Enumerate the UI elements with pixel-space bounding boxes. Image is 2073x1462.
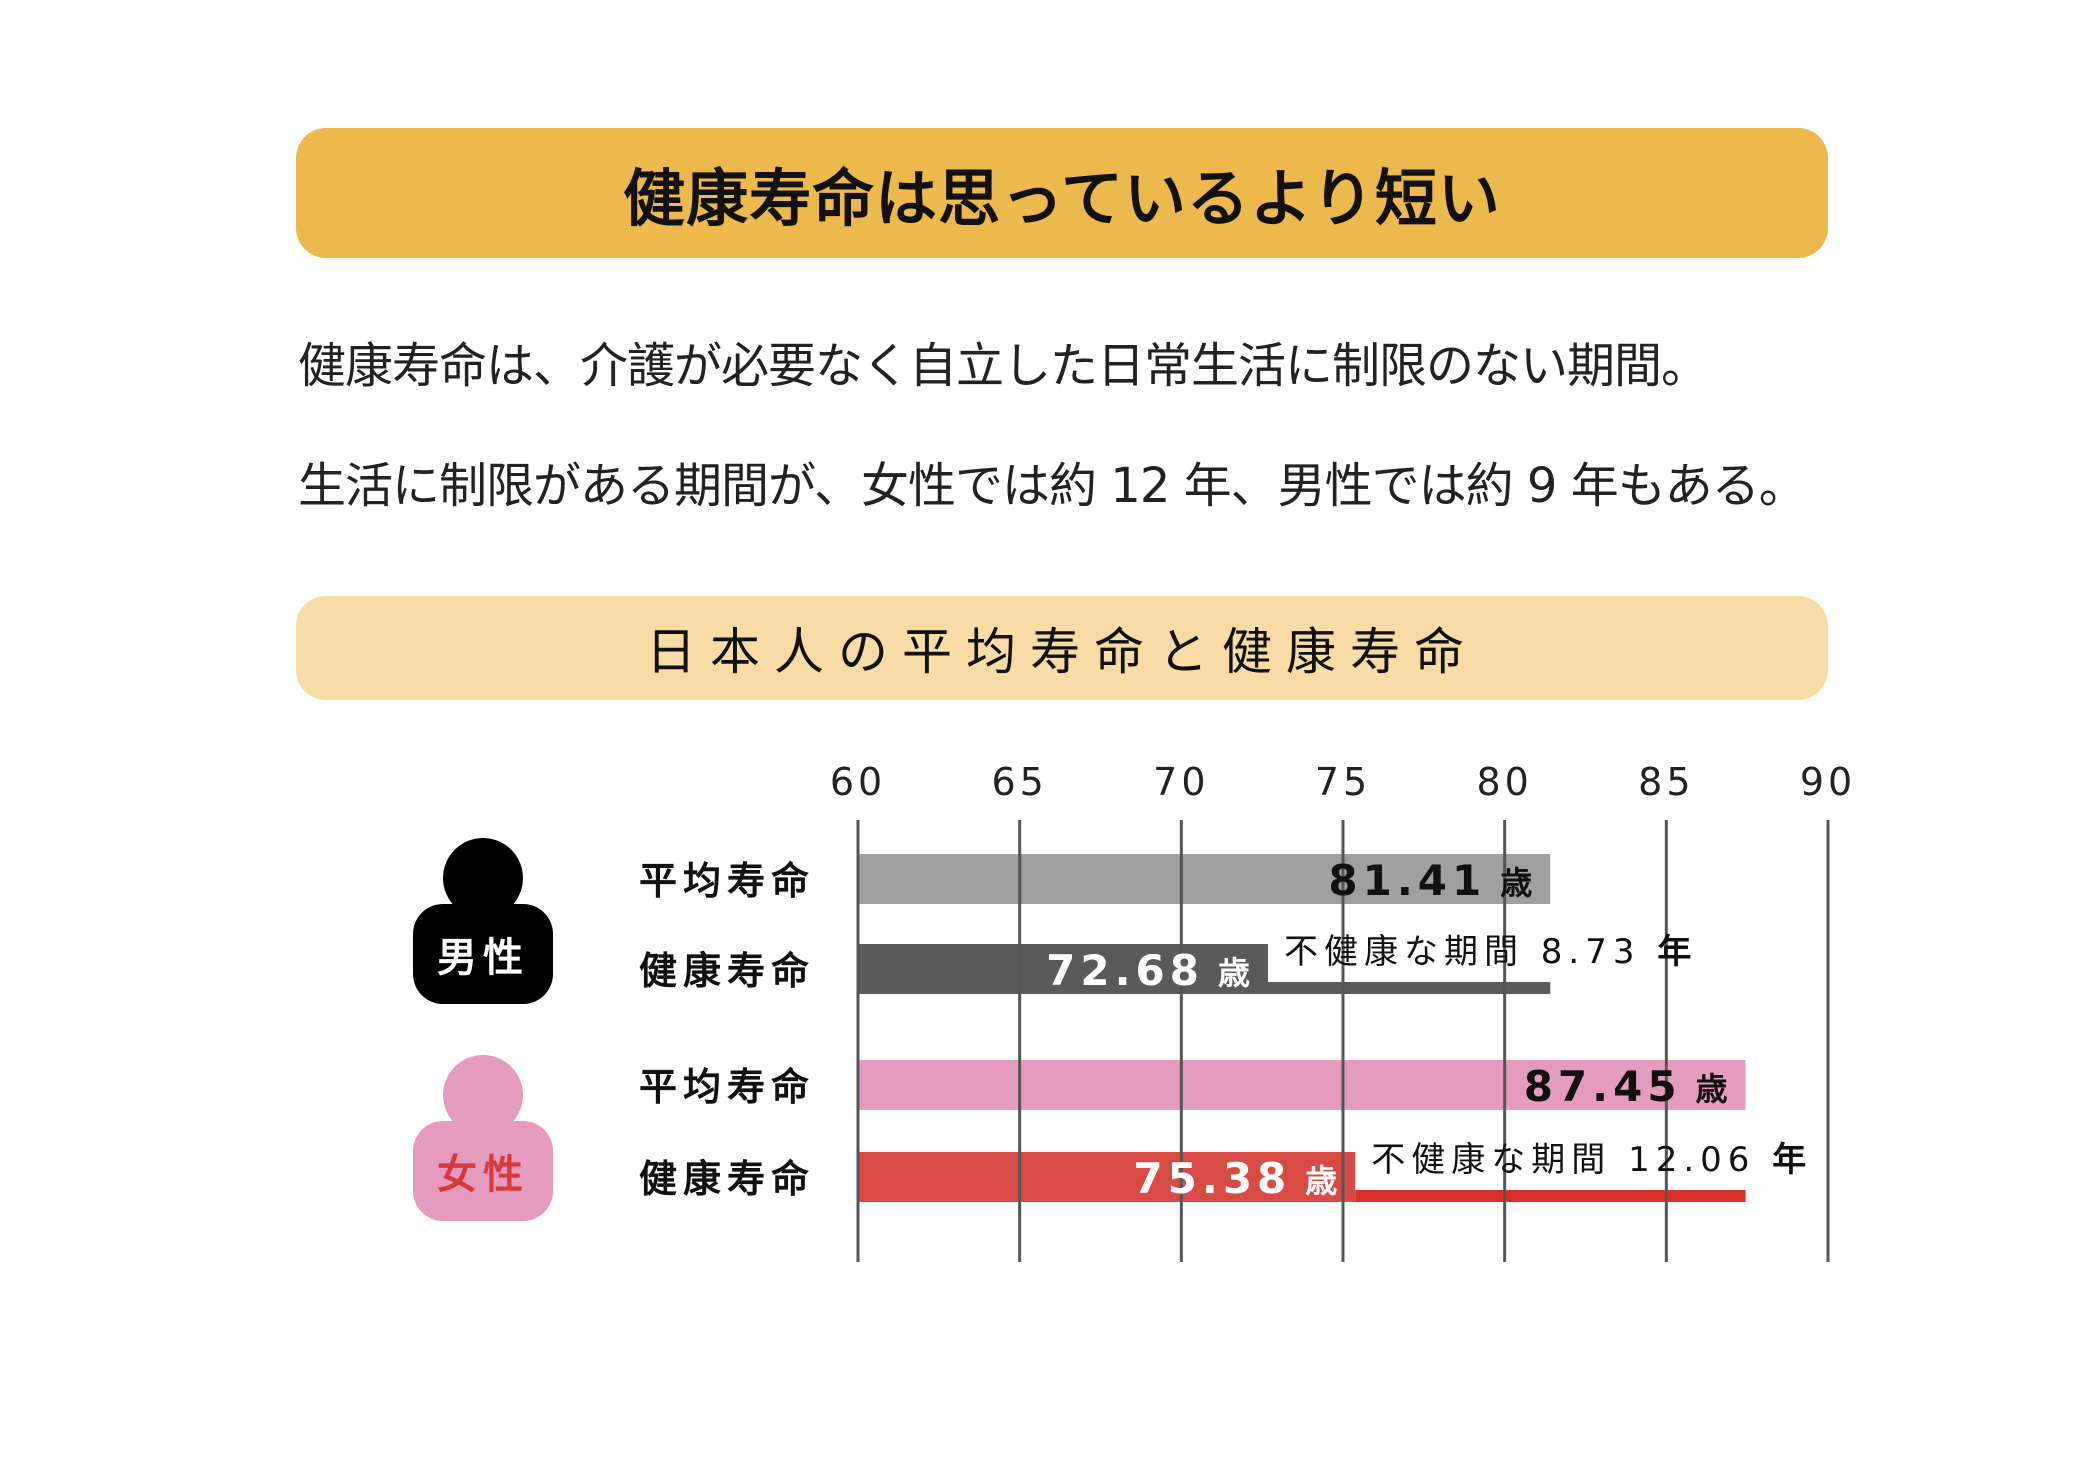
gap-value-2: 8.73	[1541, 932, 1658, 972]
x-tick-label-80: 80	[1476, 760, 1532, 804]
value-unit-4: 歳	[1305, 1162, 1337, 1200]
x-tick-label-75: 75	[1315, 760, 1371, 804]
gap-label-text-2: 不健康な期間	[1284, 932, 1541, 972]
description-line-2: 生活に制限がある期間が、女性では約 12 年、男性では約 9 年もある。	[298, 458, 1807, 514]
gap-label-2: 不健康な期間 8.73 年	[1284, 932, 1697, 972]
gap-unit-2: 年	[1657, 932, 1697, 972]
bar-2	[858, 944, 1268, 994]
female-group-icon: 女性	[413, 1055, 553, 1225]
row-label-3: 平均寿命	[639, 1065, 815, 1109]
row-label-1: 平均寿命	[639, 859, 815, 903]
gap-label-text-4: 不健康な期間	[1371, 1140, 1628, 1180]
bar-3	[858, 1060, 1746, 1110]
bar-4	[858, 1152, 1356, 1202]
female-group-label: 女性	[413, 1121, 553, 1221]
gap-bar-2	[1267, 982, 1551, 994]
male-group-label: 男性	[413, 904, 553, 1004]
gap-label-4: 不健康な期間 12.06 年	[1371, 1140, 1812, 1180]
gap-bar-4	[1355, 1190, 1746, 1202]
value-label-4: 75.38	[1133, 1154, 1291, 1203]
x-tick-label-85: 85	[1638, 760, 1694, 804]
description-line-1: 健康寿命は、介護が必要なく自立した日常生活に制限のない期間。	[298, 338, 1709, 394]
row-label-2: 健康寿命	[639, 949, 815, 993]
x-tick-label-60: 60	[830, 760, 886, 804]
chart-title: 日本人の平均寿命と健康寿命	[646, 623, 1478, 681]
value-label-3: 87.45	[1524, 1062, 1682, 1111]
chart-title-banner: 日本人の平均寿命と健康寿命	[296, 596, 1828, 700]
gap-unit-4: 年	[1772, 1140, 1812, 1180]
male-group-icon: 男性	[413, 838, 553, 1008]
x-tick-label-65: 65	[991, 760, 1047, 804]
x-tick-label-90: 90	[1800, 760, 1856, 804]
row-label-4: 健康寿命	[639, 1157, 815, 1201]
value-unit-3: 歳	[1696, 1070, 1728, 1108]
bar-1	[858, 854, 1551, 904]
gap-value-4: 12.06	[1628, 1140, 1772, 1180]
value-label-1: 81.41	[1328, 856, 1486, 905]
page-title: 健康寿命は思っているより短い	[623, 162, 1501, 235]
title-banner: 健康寿命は思っているより短い	[296, 128, 1828, 258]
x-tick-label-70: 70	[1153, 760, 1209, 804]
value-label-2: 72.68	[1046, 946, 1204, 995]
value-unit-2: 歳	[1218, 954, 1250, 992]
value-unit-1: 歳	[1500, 864, 1532, 902]
